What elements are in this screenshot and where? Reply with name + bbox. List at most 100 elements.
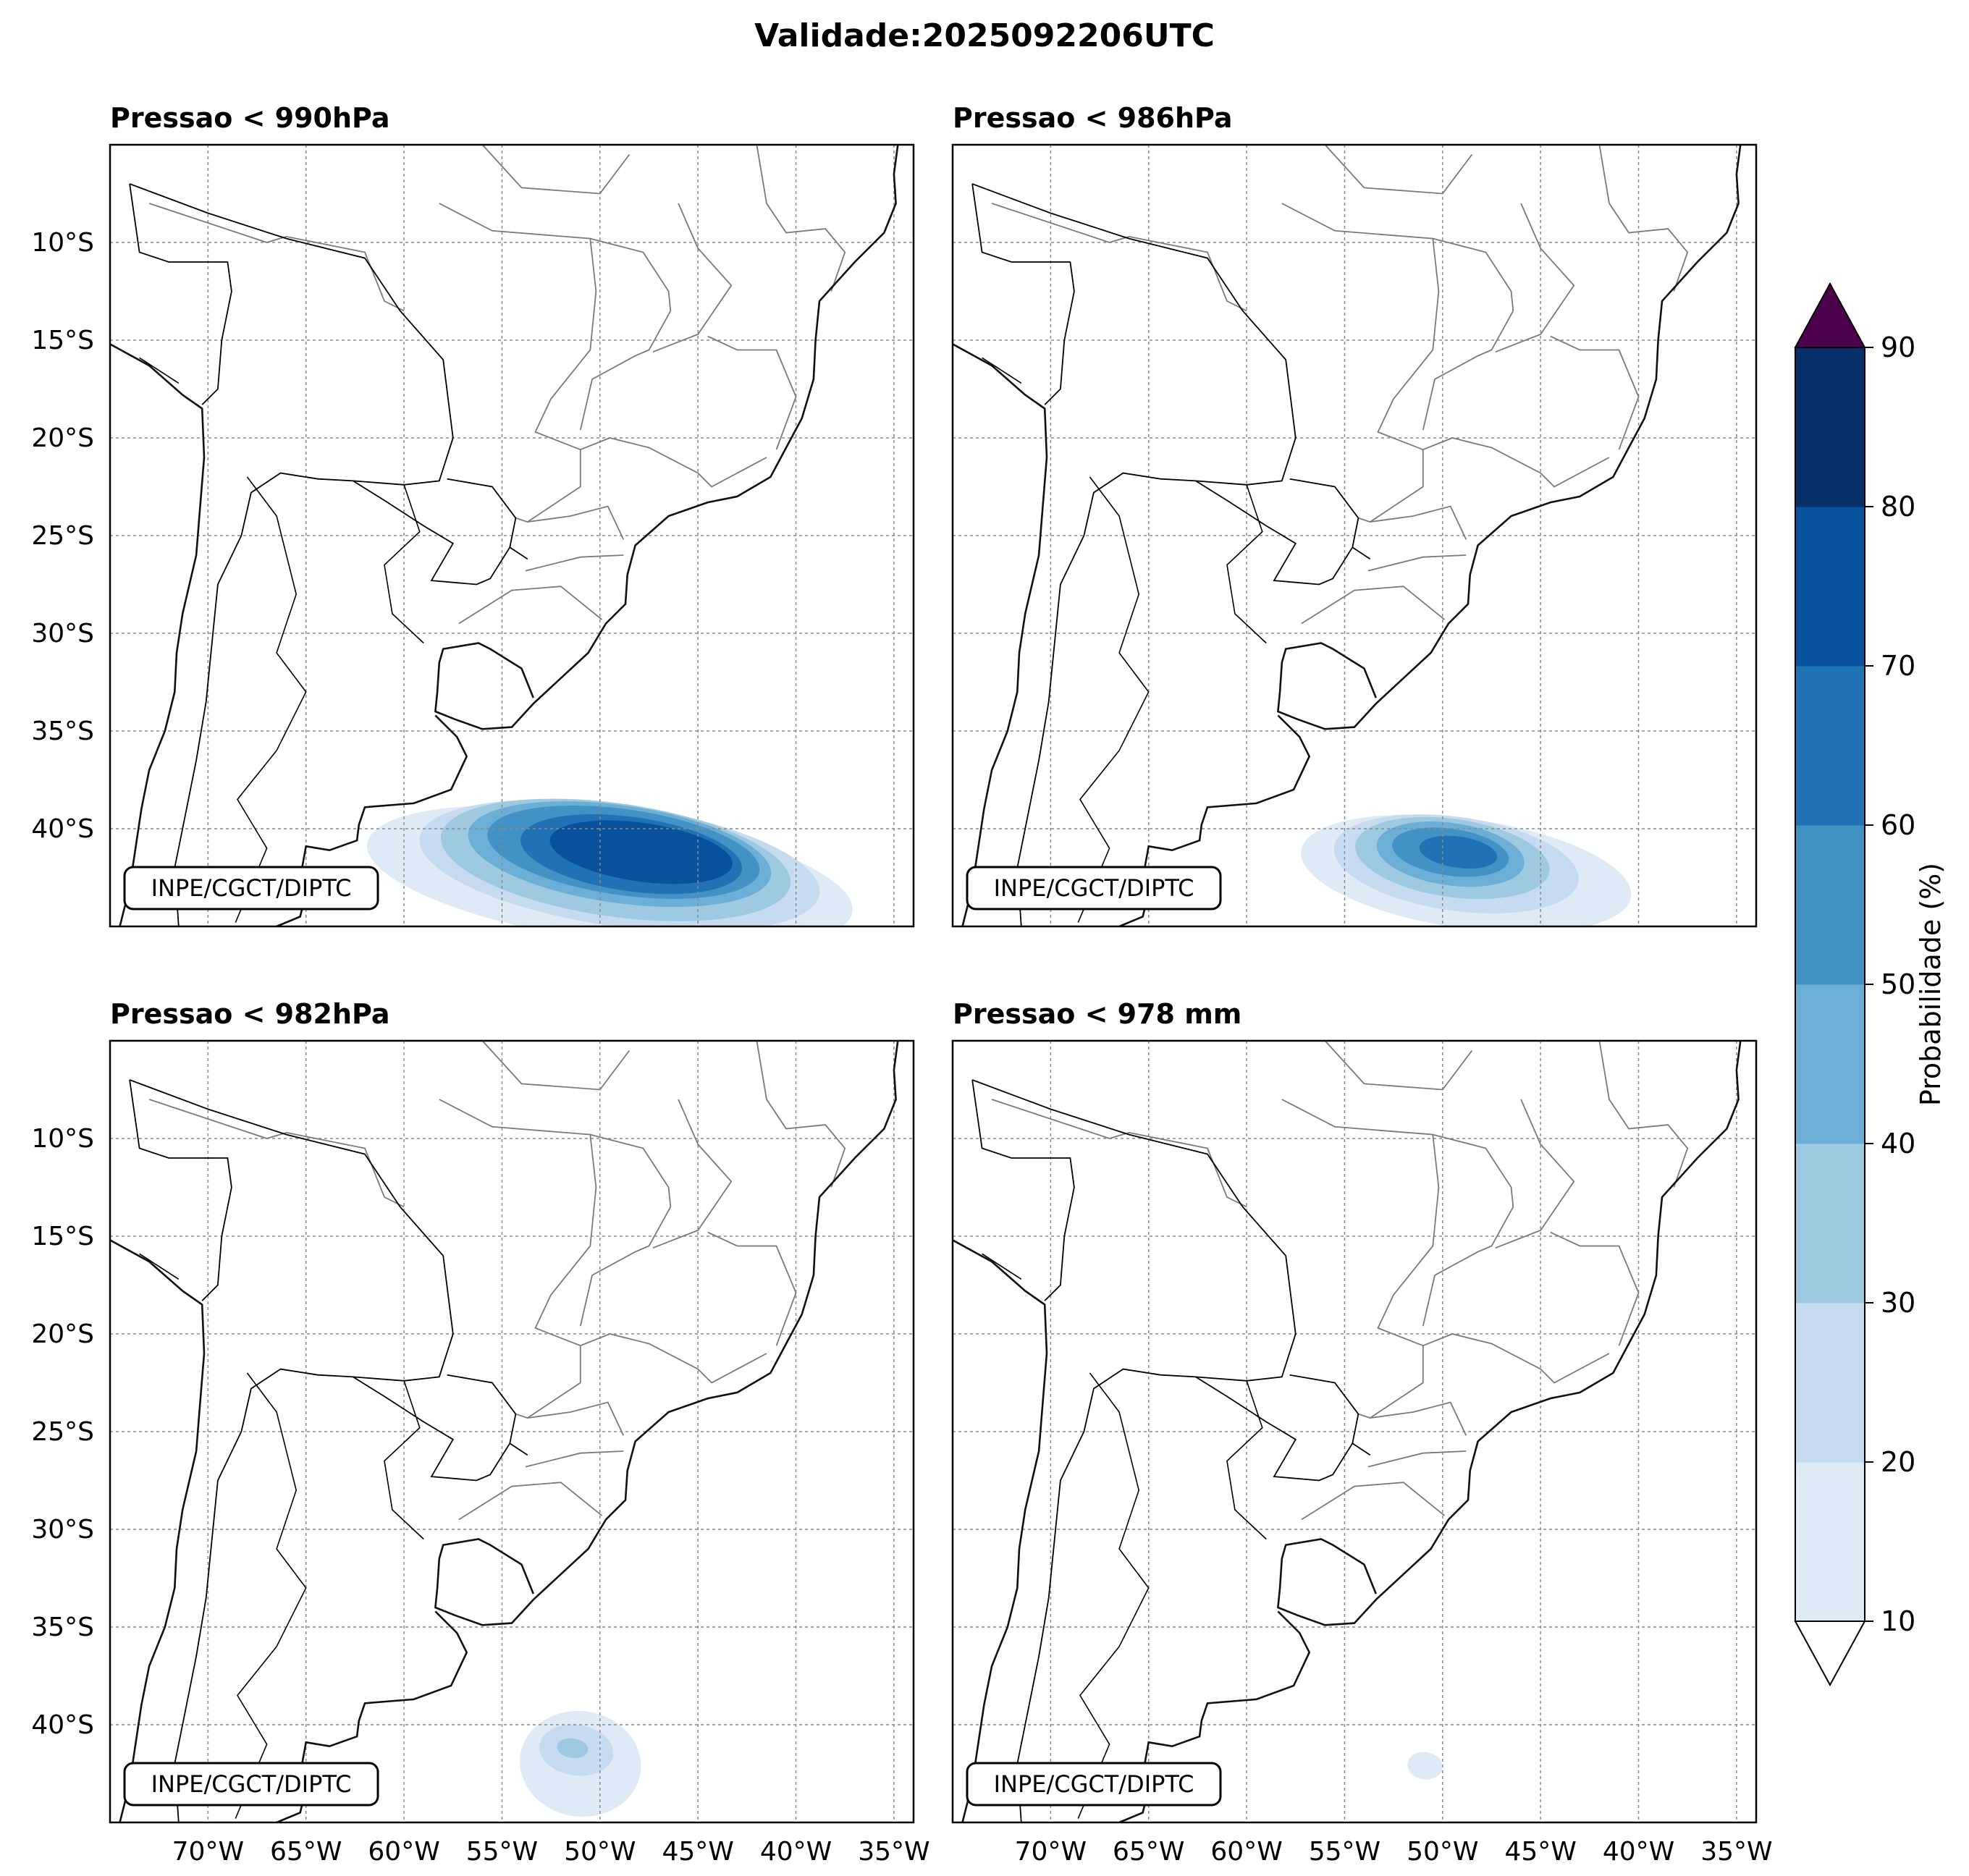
country-border xyxy=(235,476,307,923)
state-border xyxy=(1550,335,1640,450)
colorbar-tick-label: 30 xyxy=(1881,1287,1915,1319)
state-border xyxy=(525,1450,624,1468)
country-border xyxy=(129,1079,232,1301)
colorbar-tick-label: 10 xyxy=(1881,1605,1915,1637)
colorbar-swatch xyxy=(1795,347,1865,507)
state-border xyxy=(580,1333,767,1384)
state-border xyxy=(652,203,733,353)
x-tick-label: 50°W xyxy=(1407,1837,1478,1867)
x-tick-label: 40°W xyxy=(1603,1837,1674,1867)
country-border xyxy=(982,1253,1022,1280)
state-border xyxy=(527,505,625,540)
country-border xyxy=(971,1079,1296,1822)
state-border xyxy=(439,1099,597,1419)
state-border xyxy=(652,1099,733,1249)
probability-contour-60 xyxy=(1419,835,1498,869)
country-border xyxy=(1226,1380,1267,1540)
state-border xyxy=(1370,505,1467,540)
country-border xyxy=(353,478,517,586)
y-tick-label: 30°S xyxy=(31,1515,94,1545)
country-border xyxy=(971,183,1075,405)
state-border xyxy=(579,237,672,431)
panel-frame xyxy=(951,1039,1758,1824)
state-border xyxy=(458,586,603,625)
state-border xyxy=(1422,437,1610,488)
state-border xyxy=(1495,1099,1575,1249)
colorbar-tick-label: 40 xyxy=(1881,1128,1915,1159)
x-tick-label: 50°W xyxy=(564,1837,636,1867)
map-area xyxy=(110,145,914,926)
country-border xyxy=(509,1442,528,1456)
coastline xyxy=(1277,145,1742,730)
country-border xyxy=(1226,484,1267,644)
panel-frame xyxy=(109,1039,915,1824)
map-panel: Pressao < 986hPa INPE/CGCT/DIPTC xyxy=(951,102,1758,928)
x-tick-label: 35°W xyxy=(1700,1837,1772,1867)
y-tick-label: 35°S xyxy=(31,717,94,746)
panel-title: Pressao < 986hPa xyxy=(953,102,1233,134)
x-tick-label: 35°W xyxy=(858,1837,929,1867)
state-border xyxy=(148,1099,405,1208)
coastline xyxy=(953,1239,1048,1822)
state-border xyxy=(580,437,767,488)
state-border xyxy=(148,203,405,312)
map-panel: Pressao < 990hPa INPE/CGCT/DIPTC 10°S 15°S 2… xyxy=(31,102,915,928)
country-border xyxy=(971,1079,1075,1301)
country-border xyxy=(129,183,454,926)
state-border xyxy=(579,1133,672,1327)
state-border xyxy=(525,554,624,572)
credit-box xyxy=(966,866,1222,910)
coastline xyxy=(434,1041,899,1626)
credit-label: INPE/CGCT/DIPTC xyxy=(151,874,352,902)
map-panels: Pressao < 990hPa INPE/CGCT/DIPTC 10°S 15°S 2… xyxy=(31,102,1772,1867)
panel-title: Pressao < 978 mm xyxy=(953,998,1241,1030)
country-border xyxy=(982,357,1022,384)
state-border xyxy=(1422,1333,1610,1384)
state-border xyxy=(991,203,1247,312)
x-tick-label: 55°W xyxy=(466,1837,538,1867)
probability-contour-10 xyxy=(1407,1752,1443,1780)
state-border xyxy=(1370,1401,1467,1436)
state-border xyxy=(1367,1450,1467,1468)
state-border xyxy=(707,1231,797,1346)
country-border xyxy=(384,484,424,644)
y-tick-label: 25°S xyxy=(31,1417,94,1447)
colorbar-tick-label: 20 xyxy=(1881,1446,1915,1478)
y-tick-label: 35°S xyxy=(31,1613,94,1642)
colorbar-tick-label: 70 xyxy=(1881,650,1915,682)
x-tick-label: 65°W xyxy=(1113,1837,1184,1867)
state-border xyxy=(481,145,631,195)
state-border xyxy=(1324,1041,1473,1091)
colorbar-tick-label: 90 xyxy=(1881,331,1915,363)
state-border xyxy=(991,1099,1247,1208)
colorbar-tick-label: 50 xyxy=(1881,968,1915,1000)
x-tick-label: 60°W xyxy=(1210,1837,1282,1867)
state-border xyxy=(1367,554,1467,572)
credit-label: INPE/CGCT/DIPTC xyxy=(994,874,1194,902)
state-border xyxy=(1598,1041,1689,1188)
y-tick-label: 10°S xyxy=(31,1124,94,1154)
colorbar-swatch xyxy=(1795,1462,1865,1622)
country-border xyxy=(353,1374,517,1482)
x-tick-label: 60°W xyxy=(368,1837,439,1867)
state-border xyxy=(1281,1099,1440,1419)
probability-contour-70 xyxy=(549,820,733,884)
map-area xyxy=(953,1041,1756,1822)
state-border xyxy=(756,1041,846,1188)
state-border xyxy=(756,145,846,292)
country-border xyxy=(139,357,180,384)
y-tick-label: 40°S xyxy=(31,814,94,844)
country-border xyxy=(971,183,1296,926)
country-border xyxy=(1077,1372,1150,1819)
x-tick-label: 40°W xyxy=(760,1837,832,1867)
credit-label: INPE/CGCT/DIPTC xyxy=(151,1770,352,1798)
colorbar-swatch xyxy=(1795,1144,1865,1304)
state-border xyxy=(1495,203,1575,353)
state-border xyxy=(1301,1482,1446,1521)
country-border xyxy=(1195,1374,1359,1482)
credit-box xyxy=(123,1762,379,1807)
credit-label: INPE/CGCT/DIPTC xyxy=(994,1770,1194,1798)
state-border xyxy=(1598,145,1689,292)
colorbar-swatch xyxy=(1795,984,1865,1144)
y-tick-label: 15°S xyxy=(31,326,94,355)
